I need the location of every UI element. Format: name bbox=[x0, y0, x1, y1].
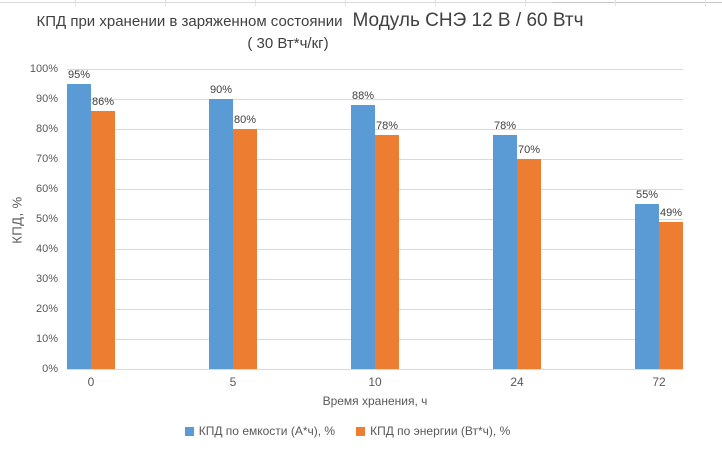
y-axis-tick-label: 70% bbox=[35, 153, 58, 165]
x-axis-category-label: 24 bbox=[510, 375, 524, 389]
x-axis-line bbox=[67, 369, 683, 370]
spreadsheet-gridline-segment bbox=[552, 2, 722, 3]
x-axis-category-label: 10 bbox=[368, 375, 382, 389]
y-axis-tick-label: 90% bbox=[35, 93, 58, 105]
legend-item: КПД по энергии (Вт*ч), % bbox=[356, 424, 510, 438]
plot-area bbox=[67, 69, 683, 370]
spreadsheet-gridline-tick bbox=[525, 0, 526, 6]
gridline bbox=[67, 129, 683, 130]
bar bbox=[91, 111, 115, 369]
y-axis-tick-label: 50% bbox=[35, 213, 58, 225]
bar-value-label: 78% bbox=[493, 120, 517, 132]
bar-value-label: 86% bbox=[91, 96, 115, 108]
x-axis-category-label: 72 bbox=[652, 375, 666, 389]
y-axis-tick-label: 100% bbox=[29, 63, 58, 75]
y-axis-tick-label: 30% bbox=[35, 273, 58, 285]
legend-swatch-icon bbox=[356, 426, 366, 436]
bar-value-label: 70% bbox=[517, 144, 541, 156]
y-axis-tick-label: 80% bbox=[35, 123, 58, 135]
chart-subtitle: ( 30 Вт*ч/кг) bbox=[247, 35, 329, 52]
bar bbox=[375, 135, 399, 369]
y-axis-tick-label: 0% bbox=[42, 363, 58, 375]
spreadsheet-gridline-tick bbox=[615, 0, 616, 6]
legend-item: КПД по емкости (А*ч), % bbox=[184, 424, 336, 438]
bar-value-label: 78% bbox=[375, 120, 399, 132]
bar-value-label: 88% bbox=[351, 90, 375, 102]
bar bbox=[493, 135, 517, 369]
bar-value-label: 95% bbox=[67, 69, 91, 81]
bar bbox=[67, 84, 91, 369]
x-axis-title: Время хранения, ч bbox=[322, 394, 428, 408]
y-axis-tick-label: 10% bbox=[35, 333, 58, 345]
legend-label: КПД по энергии (Вт*ч), % bbox=[370, 424, 511, 438]
bar-value-label: 49% bbox=[659, 207, 683, 219]
legend-swatch-icon bbox=[184, 426, 194, 436]
gridline bbox=[67, 69, 683, 70]
y-axis-tick-label: 40% bbox=[35, 243, 58, 255]
spreadsheet-gridline-tick bbox=[435, 0, 436, 6]
chart-title: КПД при хранении в заряженном состоянии bbox=[36, 13, 343, 30]
bar bbox=[351, 105, 375, 369]
chart-title-secondary: Модуль СНЭ 12 В / 60 Втч bbox=[352, 10, 584, 31]
bar bbox=[517, 159, 541, 369]
spreadsheet-gridline-tick bbox=[75, 0, 76, 6]
spreadsheet-gridline-tick bbox=[165, 0, 166, 6]
bar bbox=[659, 222, 683, 369]
spreadsheet-gridline-tick bbox=[255, 0, 256, 6]
bar bbox=[209, 99, 233, 369]
gridline bbox=[67, 99, 683, 100]
bar bbox=[635, 204, 659, 369]
bar-value-label: 80% bbox=[233, 114, 257, 126]
bar-value-label: 55% bbox=[635, 189, 659, 201]
y-axis-tick-label: 20% bbox=[35, 303, 58, 315]
x-axis-category-label: 5 bbox=[229, 375, 237, 389]
legend-label: КПД по емкости (А*ч), % bbox=[198, 424, 336, 438]
x-axis-category-label: 0 bbox=[87, 375, 95, 389]
bar bbox=[233, 129, 257, 369]
chart-title-row: КПД при хранении в заряженном состоянии М… bbox=[0, 9, 620, 34]
spreadsheet-gridline-tick bbox=[705, 0, 706, 6]
legend: КПД по емкости (А*ч), % КПД по энергии (… bbox=[0, 424, 695, 438]
spreadsheet-gridline bbox=[0, 2, 722, 3]
bar-value-label: 90% bbox=[209, 84, 233, 96]
y-axis-tick-label: 60% bbox=[35, 183, 58, 195]
spreadsheet-gridline-tick bbox=[345, 0, 346, 6]
